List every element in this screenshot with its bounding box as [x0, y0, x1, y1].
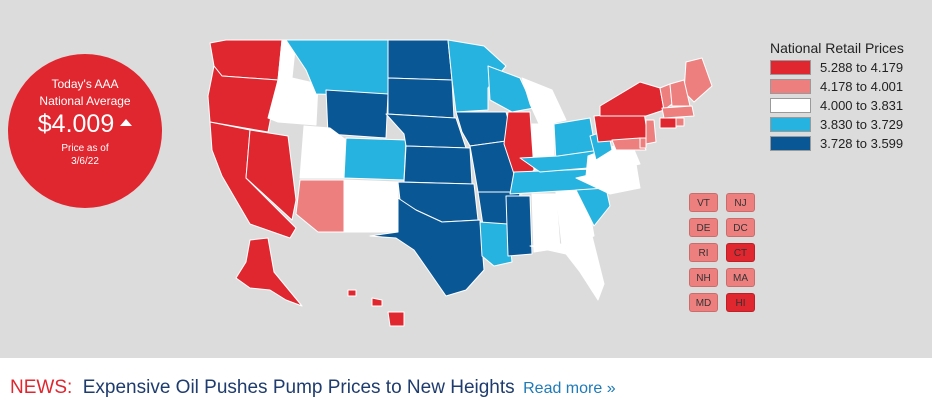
legend-row-4: 3.830 to 3.729 [770, 116, 928, 134]
state-sd[interactable] [387, 77, 455, 119]
state-hi[interactable] [387, 311, 405, 327]
state-ms[interactable] [505, 195, 533, 257]
state-sc[interactable] [575, 187, 611, 227]
state-ma[interactable] [661, 105, 695, 119]
state-ak[interactable] [235, 237, 303, 307]
state-co[interactable] [343, 137, 407, 181]
badge-title: Today's AAA National Average [39, 77, 131, 108]
state-nd[interactable] [387, 39, 453, 81]
trend-up-icon [120, 118, 133, 126]
state-fl[interactable] [529, 235, 605, 301]
small-state-box[interactable]: NH [689, 268, 718, 287]
news-headline-link[interactable]: Expensive Oil Pushes Pump Prices to New … [82, 377, 515, 398]
small-state-box[interactable]: MA [726, 268, 755, 287]
state-nm[interactable] [343, 179, 399, 233]
legend-row-1: 5.288 to 4.179 [770, 59, 928, 77]
state-ct[interactable] [659, 117, 677, 129]
small-state-box[interactable]: DE [689, 218, 718, 237]
legend-swatch [770, 136, 811, 151]
news-label: NEWS: [10, 377, 73, 398]
state-ks[interactable] [403, 145, 473, 185]
state-me[interactable] [683, 57, 713, 103]
legend-label: 5.288 to 4.179 [820, 60, 904, 75]
read-more-link[interactable]: Read more » [523, 380, 616, 397]
legend-row-5: 3.728 to 3.599 [770, 135, 928, 153]
state-ri[interactable] [675, 117, 685, 127]
national-average-badge: Today's AAA National Average $4.009 Pric… [8, 54, 162, 208]
state-nv[interactable] [245, 129, 297, 221]
price-date: Price as of 3/6/22 [61, 143, 109, 167]
legend-swatch [770, 60, 811, 75]
national-average-value: $4.009 [8, 110, 162, 138]
legend-swatch [770, 117, 811, 132]
small-state-box[interactable]: VT [689, 193, 718, 212]
legend-row-2: 4.178 to 4.001 [770, 78, 928, 96]
state-wy[interactable] [325, 89, 389, 139]
state-tx[interactable] [369, 197, 485, 297]
news-bar: NEWS: Expensive Oil Pushes Pump Prices t… [0, 358, 932, 419]
state-mn[interactable] [447, 39, 507, 113]
state-hi-oahu[interactable] [347, 289, 357, 297]
legend-label: 4.178 to 4.001 [820, 79, 904, 94]
price-map-panel: Today's AAA National Average $4.009 Pric… [0, 0, 932, 358]
news-line: NEWS: Expensive Oil Pushes Pump Prices t… [10, 377, 616, 399]
legend-label: 4.000 to 3.831 [820, 98, 904, 113]
state-de[interactable] [639, 137, 647, 149]
state-hi-maui[interactable] [371, 297, 383, 307]
state-mi[interactable] [521, 77, 567, 127]
state-md[interactable] [611, 137, 647, 151]
state-az[interactable] [295, 179, 345, 233]
state-nj[interactable] [645, 119, 657, 145]
legend-swatch [770, 98, 811, 113]
legend-title: National Retail Prices [770, 40, 904, 56]
legend-row-3: 4.000 to 3.831 [770, 97, 928, 115]
small-state-box[interactable]: MD [689, 293, 718, 312]
state-or[interactable] [207, 65, 279, 133]
state-la[interactable] [479, 221, 513, 267]
legend-swatch [770, 79, 811, 94]
state-wi[interactable] [487, 65, 535, 113]
small-state-box[interactable]: NJ [726, 193, 755, 212]
legend-label: 3.830 to 3.729 [820, 117, 904, 132]
small-state-box[interactable]: CT [726, 243, 755, 262]
us-price-map[interactable] [0, 0, 770, 358]
small-state-box[interactable]: DC [726, 218, 755, 237]
small-state-box[interactable]: HI [726, 293, 755, 312]
price-legend: National Retail Prices 5.288 to 4.179 4.… [770, 40, 928, 154]
state-ny[interactable] [599, 81, 665, 117]
small-state-box[interactable]: RI [689, 243, 718, 262]
state-al[interactable] [531, 193, 561, 253]
legend-label: 3.728 to 3.599 [820, 136, 904, 151]
